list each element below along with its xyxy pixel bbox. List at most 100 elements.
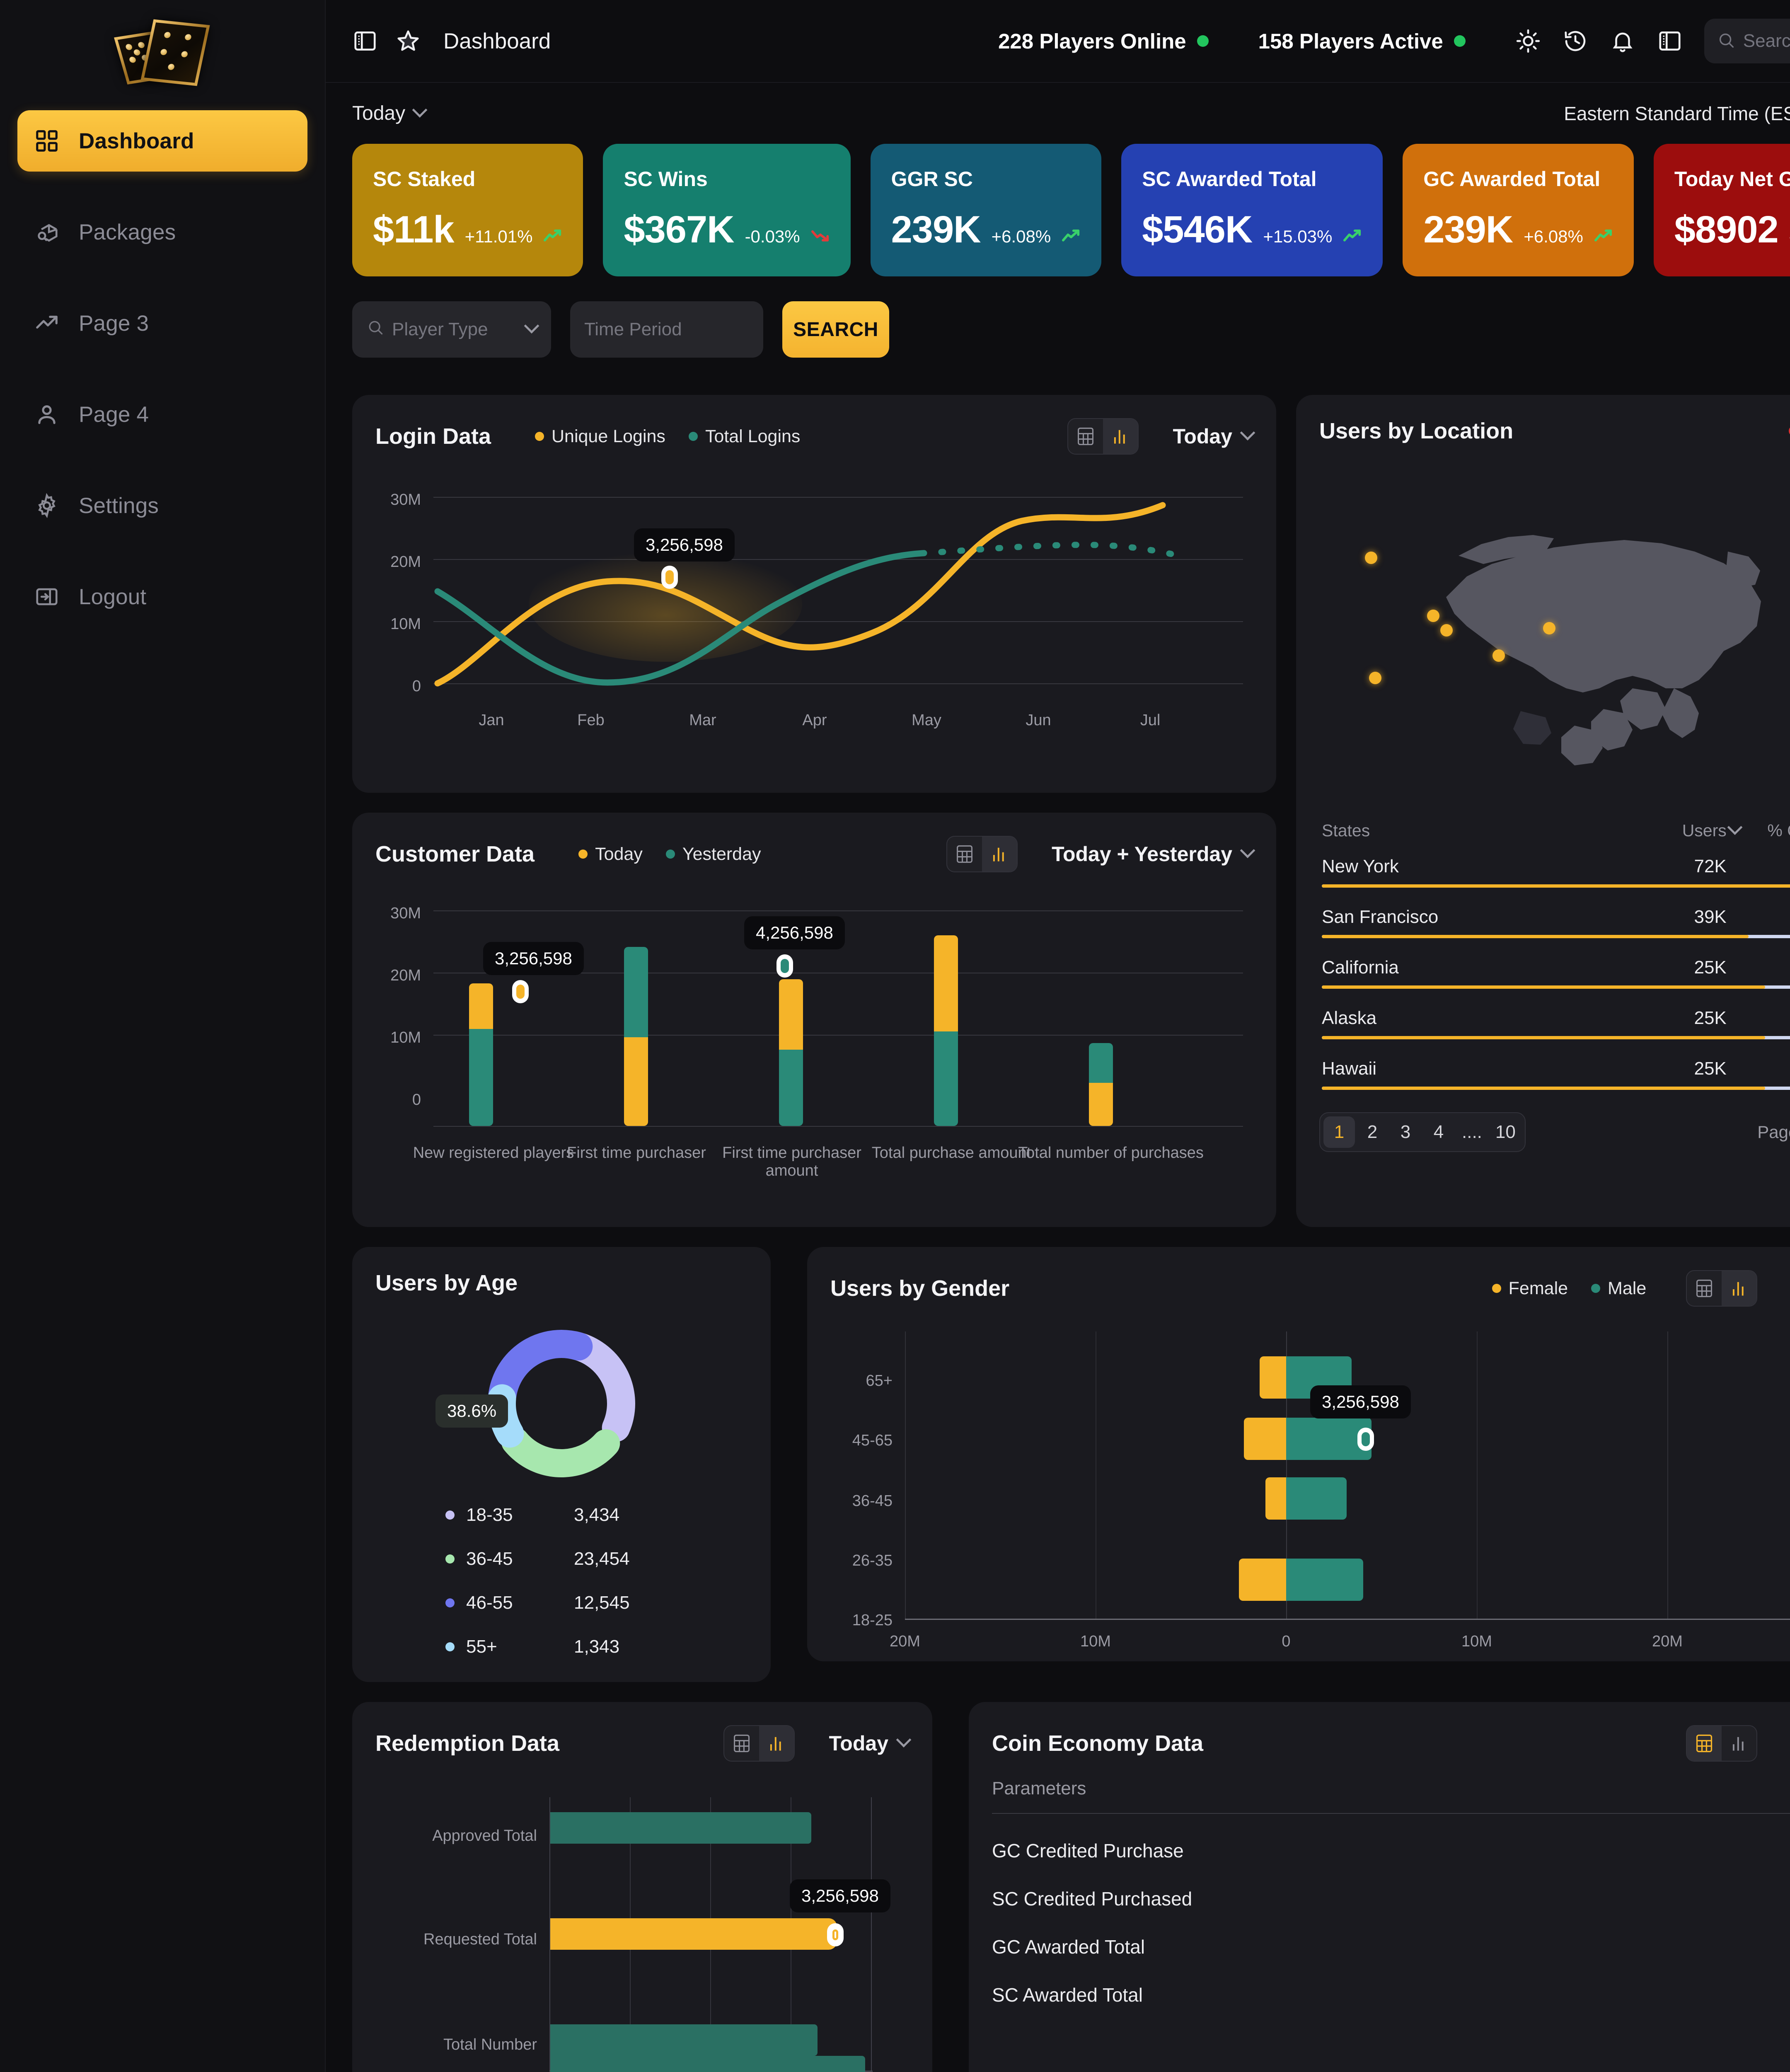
- donut-chart[interactable]: 38.6%: [435, 1321, 644, 1486]
- table-row[interactable]: SC Awarded Total 4,339: [992, 1958, 1790, 2006]
- redemption-range-label: Today: [829, 1732, 888, 1755]
- location-row[interactable]: California 25K .03%: [1319, 953, 1790, 989]
- panel-left-icon[interactable]: [352, 28, 378, 54]
- search-input[interactable]: Search ⌘/: [1704, 19, 1790, 63]
- table-view-toggle[interactable]: [947, 837, 982, 871]
- sun-icon[interactable]: [1515, 28, 1541, 54]
- map-marker[interactable]: [1543, 622, 1555, 634]
- kpi-label: GGR SC: [891, 167, 973, 191]
- chart-view-toggle[interactable]: [982, 837, 1017, 871]
- live-selector[interactable]: Live: [1788, 419, 1790, 443]
- parameter-name: GC Credited Purchase: [992, 1840, 1184, 1861]
- panel-title: Users by Location: [1319, 419, 1514, 443]
- legend-item[interactable]: 18-35 3,434: [445, 1505, 677, 1525]
- table-row[interactable]: GC Credited Purchase 45,904: [992, 1814, 1790, 1862]
- map-marker[interactable]: [1365, 552, 1377, 564]
- parameter-value: 4,339: [1731, 1984, 1790, 2006]
- kpi-card-ggr-sc[interactable]: GGR SC 239K +6.08%: [870, 144, 1102, 276]
- legend-item[interactable]: 46-55 12,545: [445, 1593, 677, 1613]
- panel-login-data: Login Data Unique Logins Total Logins: [352, 395, 1276, 793]
- page-button-4[interactable]: 4: [1433, 1122, 1444, 1142]
- table-view-toggle[interactable]: [1068, 419, 1103, 454]
- sidebar-item-packages[interactable]: Packages: [17, 201, 307, 263]
- y-tick-label: 18-25: [852, 1612, 893, 1629]
- map-marker[interactable]: [1427, 610, 1439, 622]
- customer-range-selector[interactable]: Today + Yesterday: [1052, 842, 1255, 866]
- chart-view-toggle[interactable]: [1722, 1726, 1756, 1761]
- time-period-input[interactable]: Time Period: [570, 301, 763, 358]
- map-marker[interactable]: [1440, 624, 1453, 637]
- column-users[interactable]: Users: [1682, 821, 1727, 840]
- search-button[interactable]: SEARCH: [782, 301, 889, 358]
- table-view-toggle[interactable]: [724, 1726, 759, 1761]
- table-view-toggle[interactable]: [1687, 1726, 1722, 1761]
- location-row[interactable]: Hawaii 25K .03%: [1319, 1054, 1790, 1090]
- column-change[interactable]: % Change: [1767, 821, 1790, 840]
- sidebar-item-page-3[interactable]: Page 3: [17, 293, 307, 354]
- page-button-3[interactable]: 3: [1400, 1122, 1411, 1142]
- kpi-label: GC Awarded Total: [1423, 167, 1601, 191]
- date-range-selector[interactable]: Today: [352, 102, 428, 125]
- panel-users-by-age: Users by Age 38.6%: [352, 1247, 771, 1682]
- bar-pending[interactable]: [550, 2056, 865, 2072]
- legend-item[interactable]: 55+ 1,343: [445, 1636, 677, 1657]
- chart-view-toggle[interactable]: [759, 1726, 794, 1761]
- redemption-range-selector[interactable]: Today: [829, 1731, 912, 1755]
- kpi-card-sc-awarded-total[interactable]: SC Awarded Total $546K +15.03%: [1121, 144, 1383, 276]
- timezone-selector[interactable]: Eastern Standard Time (EST) -05:00: [1564, 102, 1790, 125]
- customer-chart-marker-b[interactable]: [776, 954, 793, 978]
- redemption-chart-marker[interactable]: [827, 1923, 844, 1946]
- page-button-1[interactable]: 1: [1323, 1116, 1355, 1148]
- map-marker[interactable]: [1369, 672, 1381, 684]
- coin-economy-table: Parameters Value GC Credited Purchase 45…: [992, 1778, 1790, 2006]
- legend-item[interactable]: Total Logins: [688, 426, 800, 447]
- legend-item[interactable]: Female: [1492, 1278, 1568, 1299]
- table-row[interactable]: GC Awarded Total 93,046: [992, 1910, 1790, 1958]
- page-button-10[interactable]: 10: [1495, 1122, 1516, 1142]
- north-america-map[interactable]: [1319, 456, 1790, 821]
- kpi-card-sc-staked[interactable]: SC Staked $11k +11.01%: [352, 144, 583, 276]
- location-row[interactable]: Alaska 25K .03%: [1319, 1004, 1790, 1039]
- location-row[interactable]: New York 72K .03%: [1319, 852, 1790, 888]
- players-online-label: 228 Players Online: [998, 29, 1186, 53]
- table-view-toggle[interactable]: [1687, 1271, 1722, 1306]
- chart-view-toggle[interactable]: [1103, 419, 1138, 454]
- bar-total-number[interactable]: [550, 2024, 818, 2056]
- sidebar-item-page-4[interactable]: Page 4: [17, 384, 307, 445]
- table-row[interactable]: SC Credited Purchased 28,200: [992, 1862, 1790, 1910]
- sidebar-item-dashboard[interactable]: Dashboard: [17, 110, 307, 172]
- star-icon[interactable]: [395, 28, 421, 54]
- parameter-value: 28,200: [1731, 1888, 1790, 1910]
- kpi-card-gc-awarded-total[interactable]: GC Awarded Total 239K +6.08%: [1403, 144, 1634, 276]
- panel-header: Users by Location Live: [1319, 418, 1790, 444]
- x-tick-label: Total number of purchases: [1018, 1144, 1204, 1162]
- legend-item[interactable]: Today: [578, 844, 643, 864]
- bar-approved-total[interactable]: [550, 1812, 811, 1844]
- customer-chart-marker-a[interactable]: [512, 980, 529, 1003]
- login-range-selector[interactable]: Today: [1173, 424, 1255, 448]
- player-type-select[interactable]: Player Type: [352, 301, 551, 358]
- bell-icon[interactable]: [1610, 28, 1635, 54]
- bar-requested-total[interactable]: [550, 1918, 837, 1950]
- map-marker[interactable]: [1492, 649, 1505, 662]
- legend-swatch-icon: [1591, 1284, 1601, 1293]
- chart-view-toggle[interactable]: [1722, 1271, 1757, 1306]
- kpi-card-sc-wins[interactable]: SC Wins $367K -0.03%: [603, 144, 851, 276]
- panel-right-icon[interactable]: [1657, 28, 1683, 54]
- gender-chart-marker[interactable]: [1357, 1428, 1374, 1451]
- panel-title: Login Data: [375, 424, 491, 449]
- view-toggle: [723, 1725, 795, 1762]
- legend-item[interactable]: Yesterday: [665, 844, 761, 864]
- page-button-2[interactable]: 2: [1367, 1122, 1378, 1142]
- sidebar-item-logout[interactable]: Logout: [17, 566, 307, 627]
- x-tick-label: 20M: [1652, 1633, 1683, 1650]
- legend-item[interactable]: Unique Logins: [535, 426, 665, 447]
- kpi-card-today-net-ggr-sc[interactable]: Today Net GGR SC $8902 -0.03%: [1653, 144, 1790, 276]
- history-icon[interactable]: [1563, 28, 1588, 54]
- legend-item[interactable]: Male: [1591, 1278, 1646, 1299]
- sidebar-item-settings[interactable]: Settings: [17, 475, 307, 536]
- legend-item[interactable]: 36-45 23,454: [445, 1549, 677, 1569]
- login-chart-marker[interactable]: [661, 566, 678, 589]
- location-row[interactable]: San Francisco 39K .03%: [1319, 903, 1790, 938]
- kpi-label: Today Net GGR SC: [1674, 167, 1790, 191]
